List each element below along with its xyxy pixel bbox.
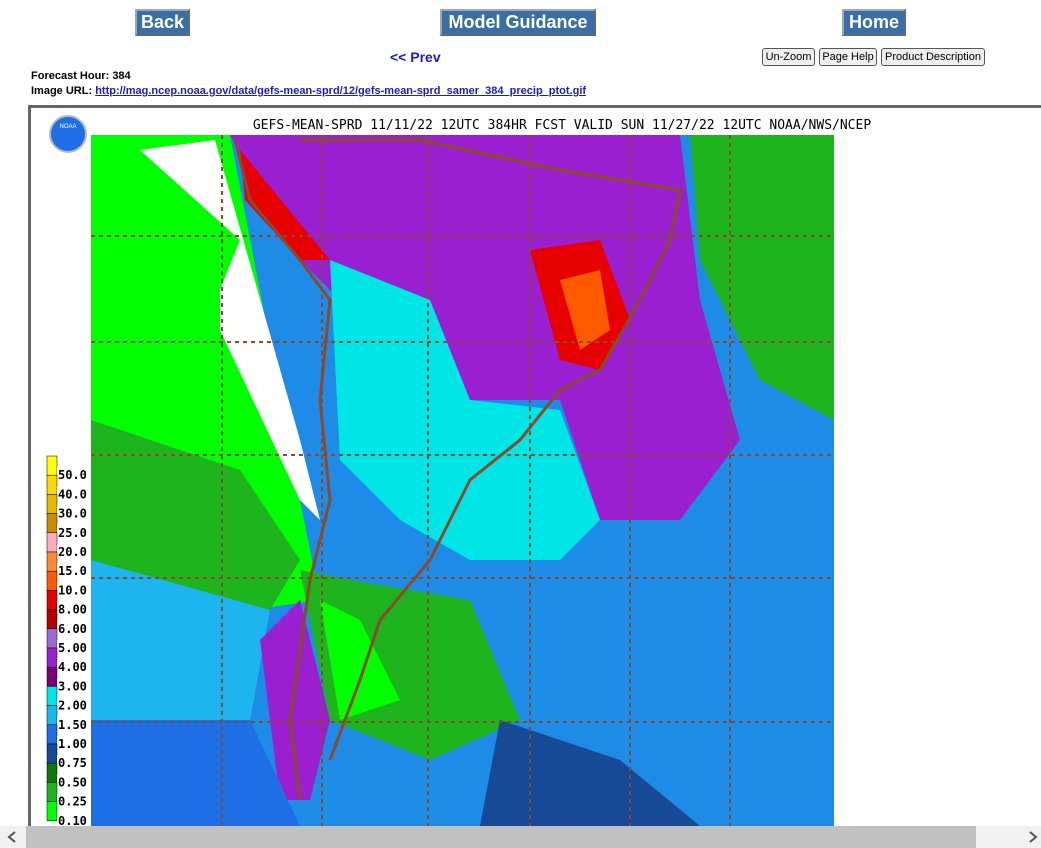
- legend-label: 4.00: [58, 660, 87, 674]
- legend-swatch: [46, 724, 58, 745]
- legend-swatch: [46, 801, 58, 822]
- legend-label: 8.00: [58, 603, 87, 617]
- legend-swatch: [46, 551, 58, 572]
- legend-label: 15.0: [58, 564, 87, 578]
- image-frame: NOAA GEFS-MEAN-SPRD 11/11/22 12UTC 384HR…: [28, 105, 1041, 826]
- legend-swatch: [46, 532, 58, 553]
- legend-swatch: [46, 666, 58, 687]
- legend-swatch: [46, 609, 58, 630]
- legend-label: 0.75: [58, 756, 87, 770]
- legend-label: 5.00: [58, 641, 87, 655]
- unzoom-button[interactable]: Un-Zoom: [762, 48, 815, 66]
- legend-label: 50.0: [58, 468, 87, 482]
- legend-swatch: [46, 590, 58, 610]
- legend-label-bg: [57, 524, 91, 540]
- legend-label: 0.25: [58, 795, 87, 809]
- legend-label-bg: [57, 544, 91, 559]
- legend-label: 10.0: [58, 583, 87, 597]
- legend-label: 1.50: [58, 718, 87, 732]
- image-url-link[interactable]: http://mag.ncep.noaa.gov/data/gefs-mean-…: [95, 85, 587, 97]
- legend-label: 25.0: [58, 526, 87, 540]
- image-url: Image URL: http://mag.ncep.noaa.gov/data…: [31, 85, 586, 97]
- forecast-hour: Forecast Hour: 384: [31, 70, 131, 82]
- legend-label: 2.00: [58, 699, 87, 713]
- legend-label-bg: [57, 620, 91, 636]
- model-guidance-button[interactable]: Model Guidance: [440, 9, 596, 36]
- legend-swatch: [46, 494, 58, 514]
- legend-swatch: [46, 705, 58, 726]
- noaa-logo: NOAA: [59, 124, 76, 130]
- legend-label: 20.0: [58, 545, 87, 559]
- legend-label: 3.00: [58, 679, 87, 693]
- forecast-hour-value: 384: [112, 70, 131, 82]
- legend-swatch: [46, 743, 58, 764]
- scrollbar-graphic: [7, 826, 1038, 848]
- legend-label-bg: [57, 697, 91, 713]
- legend-label-bg: [57, 486, 91, 502]
- legend-label-bg: [57, 736, 91, 751]
- legend-label-bg: [57, 467, 91, 483]
- legend-swatch: [46, 513, 58, 534]
- map-title: GEFS-MEAN-SPRD 11/11/22 12UTC 384HR FCST…: [253, 118, 871, 133]
- legend-swatch: [46, 570, 58, 591]
- legend-label: 30.0: [58, 507, 87, 521]
- legend-label: 40.0: [58, 487, 87, 501]
- legend-label-bg: [57, 716, 91, 732]
- legend-label-bg: [57, 505, 91, 521]
- page-help-button[interactable]: Page Help: [819, 48, 877, 66]
- legend-label: 6.00: [58, 622, 87, 636]
- legend-swatch: [46, 782, 58, 802]
- prev-link[interactable]: << Prev: [390, 49, 441, 65]
- legend-swatch: [46, 686, 58, 706]
- horizontal-scrollbar[interactable]: [0, 826, 1041, 848]
- legend: 50.0 40.0 30.0 25.0 20.0 15.0 10.0 8.00 6.00 5.00…: [46, 455, 91, 826]
- legend-swatch: [46, 455, 58, 476]
- legend-label: 0.50: [58, 775, 87, 789]
- legend-label-bg: [57, 582, 91, 598]
- map-image: NOAA GEFS-MEAN-SPRD 11/11/22 12UTC 384HR…: [31, 108, 1041, 826]
- back-button[interactable]: Back: [135, 9, 190, 36]
- legend-label-bg: [57, 601, 91, 617]
- legend-label: 0.10: [58, 814, 87, 826]
- legend-label-bg: [57, 563, 91, 579]
- forecast-hour-label: Forecast Hour:: [31, 70, 110, 82]
- legend-label-bg: [57, 793, 91, 809]
- product-description-button[interactable]: Product Description: [881, 48, 985, 66]
- legend-label-bg: [57, 640, 91, 655]
- image-url-label: Image URL:: [31, 85, 93, 97]
- legend-swatch: [46, 628, 58, 649]
- home-button[interactable]: Home: [842, 9, 906, 36]
- legend-label-bg: [57, 812, 91, 826]
- legend-label-bg: [57, 659, 91, 675]
- legend-swatch: [46, 762, 58, 783]
- legend-label-bg: [57, 755, 91, 771]
- legend-swatch: [46, 474, 58, 495]
- legend-label-bg: [57, 678, 91, 694]
- legend-swatch: [46, 647, 58, 668]
- legend-label: 1.00: [58, 737, 87, 751]
- legend-label-bg: [57, 774, 91, 790]
